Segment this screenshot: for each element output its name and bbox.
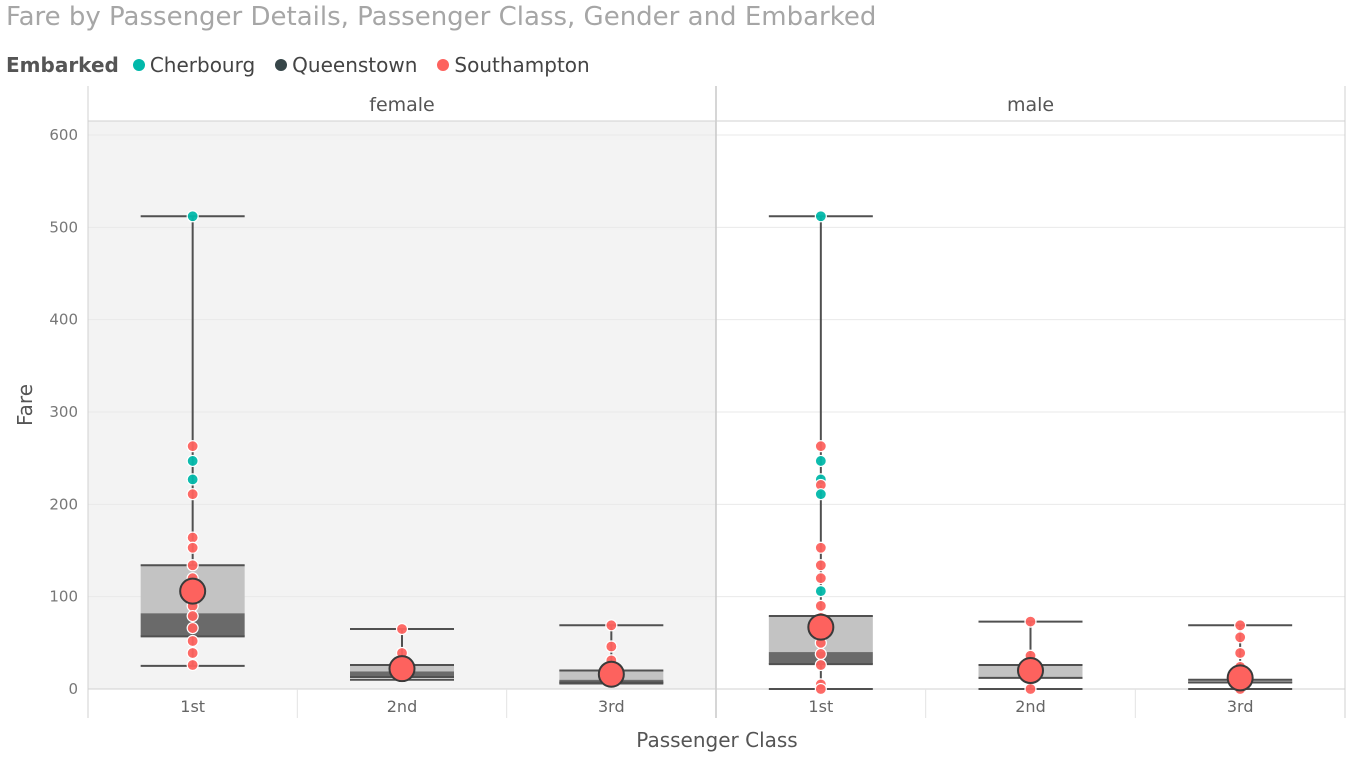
data-point[interactable] (186, 658, 199, 672)
data-point[interactable] (605, 619, 618, 632)
x-axis-title: Passenger Class (636, 728, 797, 752)
mean-marker-female-2nd[interactable] (388, 655, 416, 683)
mean-marker-male-2nd[interactable] (1017, 657, 1044, 685)
legend: Embarked Cherbourg Queenstown Southampto… (6, 53, 610, 77)
legend-item-queenstown[interactable]: Queenstown (275, 53, 417, 77)
data-point[interactable] (186, 531, 199, 544)
x-tick-label: 3rd (1227, 697, 1254, 716)
y-axis-title: Fare (13, 384, 37, 426)
data-point[interactable] (186, 609, 199, 623)
panel-label-female: female (369, 94, 435, 116)
y-tick-label: 200 (49, 495, 78, 513)
data-point[interactable] (814, 585, 827, 598)
y-tick-label: 0 (68, 680, 78, 698)
legend-label: Cherbourg (149, 53, 256, 77)
data-point[interactable] (814, 541, 827, 554)
chart-title: Fare by Passenger Details, Passenger Cla… (6, 2, 877, 32)
legend-item-southampton[interactable]: Southampton (437, 53, 590, 77)
data-point[interactable] (1234, 631, 1247, 644)
data-point[interactable] (186, 559, 199, 572)
x-tick-label: 3rd (598, 697, 625, 716)
data-point[interactable] (814, 682, 827, 696)
mean-marker-female-1st[interactable] (179, 577, 207, 605)
data-point[interactable] (1234, 619, 1247, 632)
legend-label: Queenstown (292, 53, 418, 77)
mean-marker-male-1st[interactable] (807, 613, 835, 641)
data-point[interactable] (186, 541, 199, 554)
data-point[interactable] (814, 572, 827, 585)
data-point[interactable] (814, 488, 827, 501)
data-point[interactable] (186, 473, 199, 486)
mean-marker-male-3rd[interactable] (1226, 664, 1254, 692)
legend-dot-icon (132, 59, 145, 71)
data-point[interactable] (186, 488, 199, 501)
data-point[interactable] (814, 599, 827, 613)
data-point[interactable] (1234, 646, 1247, 660)
data-point[interactable] (186, 454, 199, 468)
data-point[interactable] (1024, 615, 1037, 628)
data-point[interactable] (186, 621, 199, 635)
data-point[interactable] (814, 440, 827, 453)
data-point[interactable] (814, 559, 827, 572)
data-point[interactable] (395, 622, 409, 636)
data-point[interactable] (605, 640, 618, 653)
legend-label: Southampton (454, 53, 590, 77)
y-tick-label: 400 (49, 311, 78, 329)
data-point[interactable] (186, 646, 199, 660)
data-point[interactable] (186, 210, 199, 223)
y-tick-label: 600 (49, 126, 78, 144)
data-point[interactable] (814, 647, 827, 661)
x-tick-label: 1st (808, 697, 833, 716)
x-tick-label: 1st (180, 697, 205, 716)
legend-title: Embarked (6, 53, 119, 77)
legend-item-cherbourg[interactable]: Cherbourg (132, 53, 256, 77)
y-tick-label: 300 (49, 403, 78, 421)
x-tick-label: 2nd (1015, 697, 1045, 716)
data-point[interactable] (814, 658, 827, 672)
data-point[interactable] (1024, 682, 1037, 696)
data-point[interactable] (186, 440, 199, 453)
data-point[interactable] (814, 210, 827, 223)
data-point[interactable] (814, 454, 827, 468)
x-tick-label: 2nd (387, 697, 417, 716)
mean-marker-female-3rd[interactable] (597, 660, 625, 688)
legend-dot-icon (437, 59, 450, 71)
y-tick-label: 500 (49, 218, 78, 236)
data-point[interactable] (186, 634, 199, 648)
legend-dot-icon (275, 59, 288, 71)
y-tick-label: 100 (49, 588, 78, 606)
panel-label-male: male (1007, 94, 1054, 116)
